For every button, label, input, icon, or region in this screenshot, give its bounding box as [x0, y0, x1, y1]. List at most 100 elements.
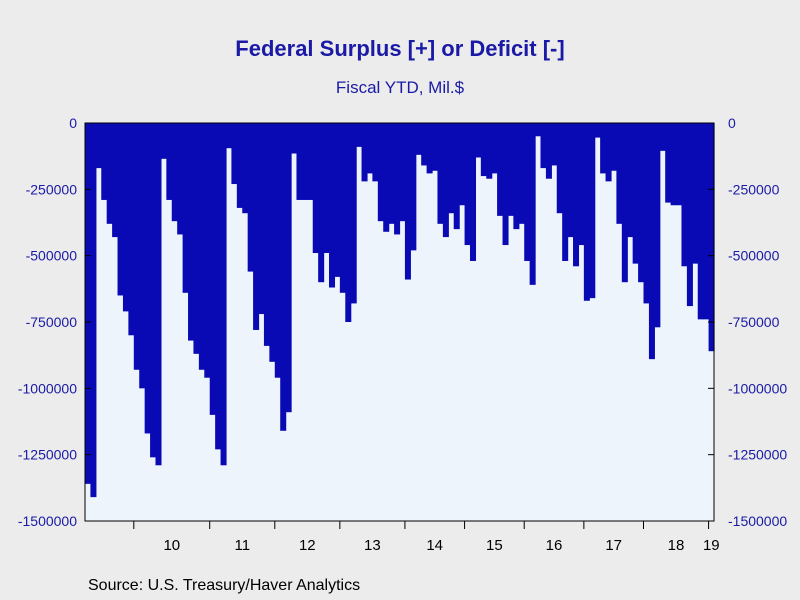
y-tick-label-left: -250000 [26, 181, 78, 197]
bar [334, 123, 341, 277]
chart-subtitle: Fiscal YTD, Mil.$ [335, 78, 465, 97]
bar [209, 123, 216, 415]
bar [448, 123, 455, 214]
bar [573, 123, 580, 267]
bar [708, 123, 715, 352]
bar [253, 123, 260, 330]
bar [513, 123, 520, 230]
bar [177, 123, 184, 235]
bar [312, 123, 319, 254]
bar [567, 123, 574, 238]
bar [415, 123, 422, 155]
bar [101, 123, 108, 200]
bar [133, 123, 140, 370]
bar [437, 123, 444, 224]
bar [280, 123, 287, 431]
bar [486, 123, 493, 179]
bar [372, 123, 379, 182]
bar [692, 123, 699, 264]
bar [329, 123, 336, 288]
bar [155, 123, 162, 466]
bar [356, 123, 363, 147]
bar [491, 123, 498, 174]
bar [453, 123, 460, 230]
x-tick-label: 12 [299, 537, 316, 554]
x-tick-label: 14 [426, 537, 443, 554]
x-tick-label: 16 [546, 537, 563, 554]
y-tick-label-right: -1500000 [728, 513, 787, 529]
bar [236, 123, 243, 208]
axes-group: 0 0 -250000 -250000 -500000 -500000 -750000 -75… [18, 115, 788, 554]
bar [627, 123, 634, 238]
y-tick-label-left: -750000 [26, 314, 78, 330]
x-tick-label: 18 [668, 537, 685, 554]
bar [182, 123, 189, 293]
bar [469, 123, 477, 261]
y-tick-label-left: 0 [69, 115, 77, 131]
bar [432, 123, 439, 171]
y-tick-label-right: -750000 [728, 314, 780, 330]
bar [686, 123, 693, 307]
y-tick-label-right: -250000 [728, 181, 780, 197]
bar [247, 123, 254, 272]
bar [220, 123, 227, 466]
bar [578, 123, 585, 246]
chart-title: Federal Surplus [+] or Deficit [-] [235, 36, 565, 61]
bar [410, 123, 417, 251]
bar [291, 123, 298, 154]
y-tick-label-left: -500000 [26, 248, 78, 264]
bar [215, 123, 222, 450]
bar [350, 123, 357, 304]
bar [394, 123, 401, 235]
bar [475, 123, 482, 158]
y-tick-label-left: -1500000 [18, 513, 77, 529]
bar [638, 123, 645, 283]
x-tick-label: 17 [605, 537, 622, 554]
bar [204, 123, 211, 378]
bar [524, 123, 531, 261]
bar [632, 123, 639, 264]
bar [139, 123, 146, 389]
bar [366, 123, 373, 174]
bar [697, 123, 704, 320]
bar [258, 123, 265, 315]
bar [388, 123, 395, 224]
bar [318, 123, 325, 283]
bar [106, 123, 113, 224]
bar [659, 123, 666, 151]
bar [377, 123, 384, 222]
bar [621, 123, 628, 283]
bar [160, 123, 167, 159]
bar [307, 123, 314, 200]
bar [193, 123, 200, 354]
bar [665, 123, 672, 203]
bar [497, 123, 504, 216]
bar [681, 123, 688, 267]
bar [85, 123, 92, 484]
source-note: Source: U.S. Treasury/Haver Analytics [88, 577, 361, 594]
bar [600, 123, 607, 174]
bar [285, 123, 292, 413]
bar [323, 123, 330, 254]
x-tick-label: 11 [235, 537, 251, 554]
bar [361, 123, 368, 182]
bar [242, 123, 249, 214]
bar [643, 123, 650, 304]
x-tick-label: 13 [364, 537, 381, 554]
y-tick-label-left: -1000000 [18, 380, 77, 396]
bar [589, 123, 596, 299]
bar [616, 123, 623, 224]
x-tick-label: 10 [163, 537, 180, 554]
bar [426, 123, 433, 174]
y-tick-label-left: -1250000 [18, 447, 77, 463]
bar [231, 123, 238, 185]
bar [274, 123, 281, 378]
bar [464, 123, 471, 246]
bar [188, 123, 195, 341]
bar [507, 123, 514, 216]
bar [225, 123, 232, 149]
x-tick-label: 15 [486, 537, 503, 554]
bar [339, 123, 346, 293]
bar [540, 123, 547, 169]
bar [562, 123, 569, 261]
